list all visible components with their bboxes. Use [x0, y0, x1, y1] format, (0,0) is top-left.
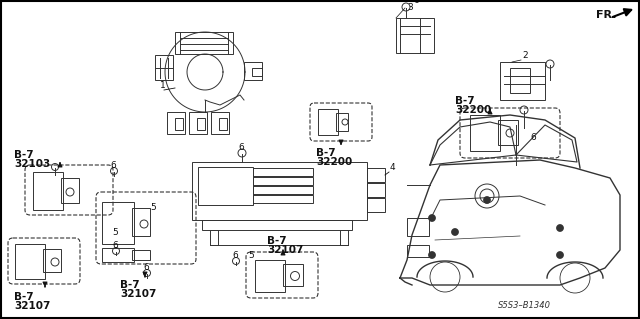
- Text: B-7: B-7: [455, 96, 475, 106]
- Bar: [396, 18, 434, 53]
- Bar: [253, 177, 313, 185]
- Bar: [407, 245, 429, 257]
- Bar: [253, 195, 313, 203]
- Text: 5: 5: [248, 251, 253, 260]
- Bar: [252, 68, 262, 76]
- Circle shape: [429, 251, 435, 258]
- Bar: [189, 112, 207, 134]
- Bar: [102, 202, 134, 244]
- Bar: [211, 112, 229, 134]
- Bar: [367, 168, 385, 182]
- Bar: [61, 178, 79, 203]
- Bar: [15, 244, 45, 279]
- Bar: [283, 264, 303, 286]
- Bar: [340, 230, 348, 245]
- Bar: [155, 55, 173, 80]
- Bar: [132, 208, 150, 236]
- Text: S5S3–B1340: S5S3–B1340: [498, 301, 551, 310]
- Bar: [510, 68, 530, 93]
- Circle shape: [483, 197, 490, 204]
- Text: 32200: 32200: [455, 105, 492, 115]
- Text: 2: 2: [522, 51, 527, 60]
- Circle shape: [557, 251, 563, 258]
- Bar: [336, 113, 348, 131]
- Text: 5: 5: [112, 228, 118, 237]
- Bar: [33, 172, 63, 210]
- Text: 32107: 32107: [14, 301, 51, 311]
- Bar: [43, 249, 61, 272]
- Circle shape: [429, 214, 435, 221]
- Text: 32103: 32103: [14, 159, 51, 169]
- Bar: [167, 112, 185, 134]
- Text: 6: 6: [232, 251, 237, 260]
- Circle shape: [451, 228, 458, 235]
- Bar: [197, 118, 205, 130]
- Bar: [255, 260, 285, 292]
- Bar: [132, 250, 150, 260]
- Bar: [175, 118, 183, 130]
- Bar: [102, 248, 134, 262]
- Text: 6: 6: [413, 0, 419, 5]
- Bar: [192, 162, 367, 220]
- Text: B-7: B-7: [14, 292, 34, 302]
- Text: 4: 4: [390, 163, 396, 172]
- Bar: [318, 109, 338, 135]
- Bar: [500, 62, 545, 100]
- Text: 32107: 32107: [267, 245, 303, 255]
- Bar: [470, 115, 500, 151]
- Text: FR.: FR.: [596, 10, 616, 20]
- Polygon shape: [400, 160, 620, 285]
- Bar: [498, 120, 518, 145]
- Bar: [219, 118, 227, 130]
- Bar: [407, 218, 429, 236]
- Bar: [175, 32, 233, 54]
- Text: 6: 6: [110, 161, 116, 170]
- Text: 5: 5: [150, 203, 156, 212]
- Text: 6: 6: [530, 133, 536, 142]
- Text: 6: 6: [112, 241, 118, 250]
- Text: 3: 3: [407, 3, 413, 11]
- Bar: [210, 230, 218, 245]
- Text: 1: 1: [160, 81, 166, 90]
- Bar: [198, 167, 253, 205]
- Text: 32107: 32107: [120, 289, 156, 299]
- Bar: [202, 220, 352, 230]
- Text: B-7: B-7: [267, 236, 287, 246]
- Bar: [367, 183, 385, 197]
- Bar: [253, 168, 313, 176]
- Bar: [367, 198, 385, 212]
- Bar: [253, 186, 313, 194]
- Text: B-7: B-7: [120, 280, 140, 290]
- Bar: [244, 62, 262, 80]
- Text: B-7: B-7: [316, 148, 335, 158]
- Circle shape: [557, 225, 563, 232]
- Text: 6: 6: [143, 263, 148, 272]
- Text: B-7: B-7: [14, 150, 34, 160]
- Text: 32200: 32200: [316, 157, 352, 167]
- Text: 6: 6: [238, 143, 244, 152]
